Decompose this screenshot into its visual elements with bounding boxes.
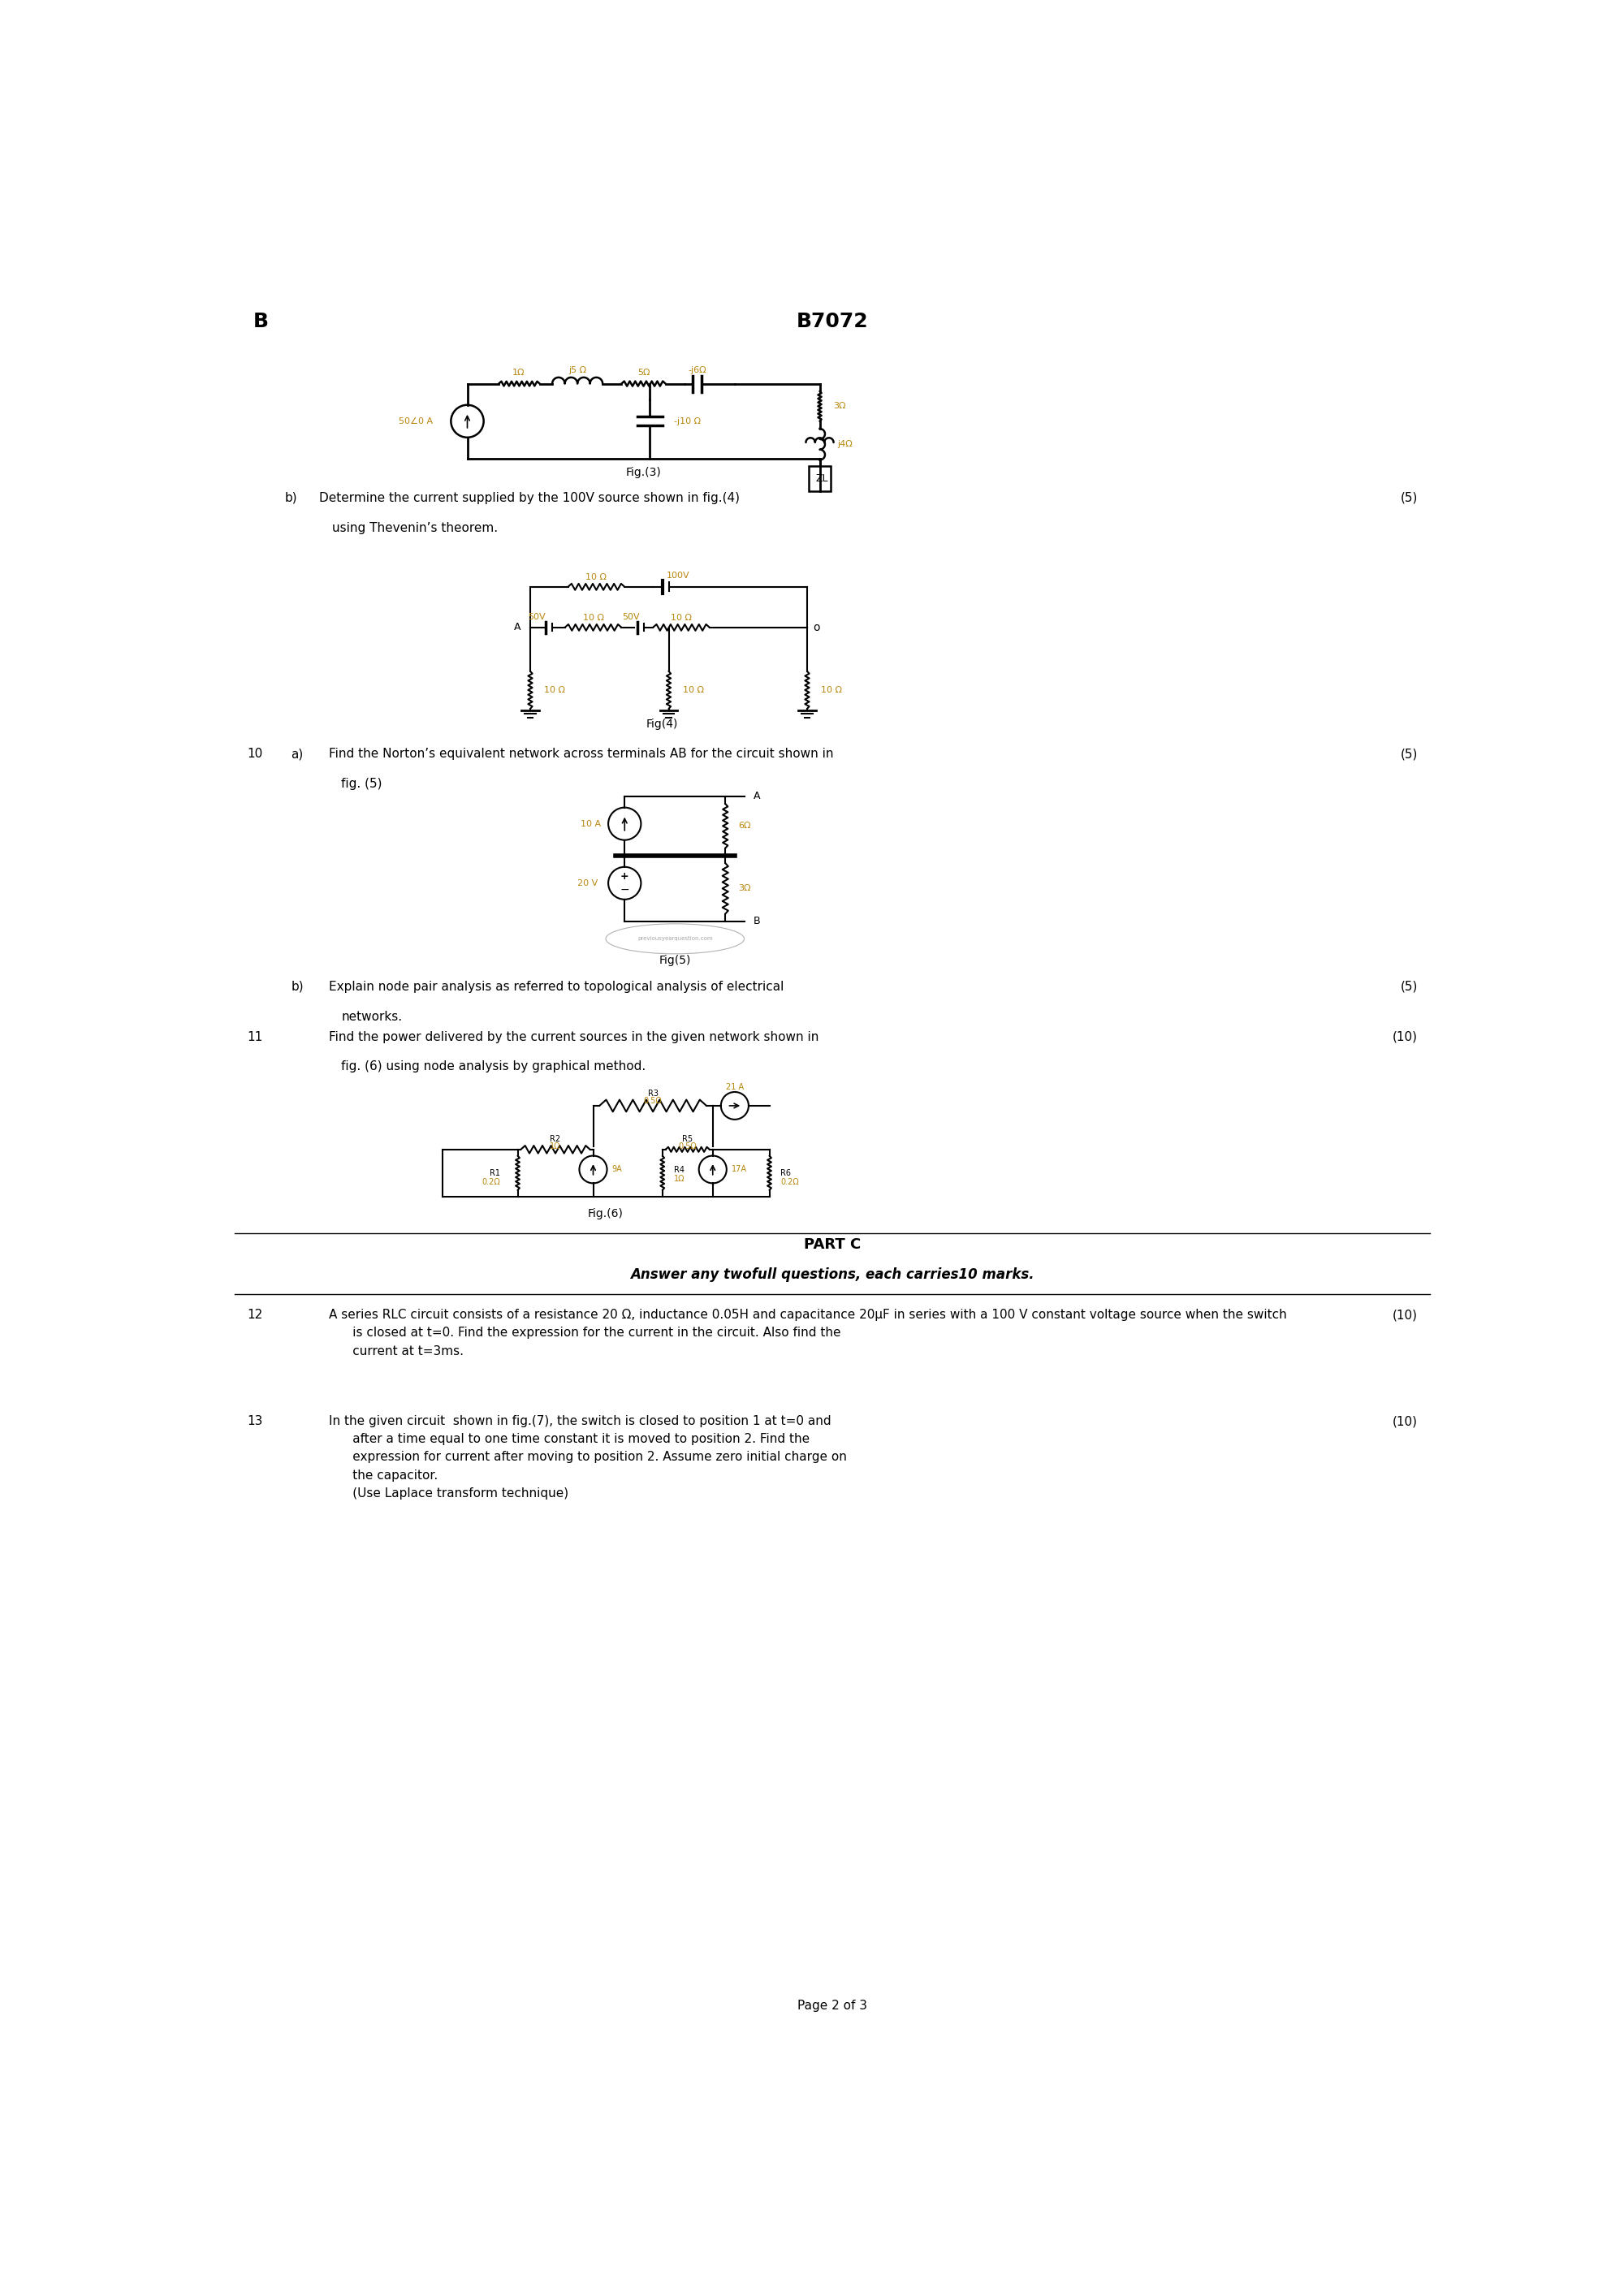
Text: 6Ω: 6Ω	[737, 822, 750, 831]
Text: In the given circuit  shown in fig.(7), the switch is closed to position 1 at t=: In the given circuit shown in fig.(7), t…	[328, 1414, 846, 1499]
Text: using Thevenin’s theorem.: using Thevenin’s theorem.	[331, 521, 497, 535]
Text: R6: R6	[781, 1169, 791, 1178]
Text: Find the Norton’s equivalent network across terminals AB for the circuit shown i: Find the Norton’s equivalent network acr…	[328, 748, 833, 760]
Text: -j10 Ω: -j10 Ω	[674, 418, 700, 425]
Text: 1Ω: 1Ω	[674, 1176, 685, 1182]
Text: 50V: 50V	[622, 613, 640, 620]
Text: 20 V: 20 V	[578, 879, 598, 886]
Text: 9A: 9A	[612, 1166, 622, 1173]
Text: (5): (5)	[1400, 748, 1418, 760]
Text: 1Ω: 1Ω	[513, 370, 525, 377]
Text: Answer any twofull questions, each carries10 marks.: Answer any twofull questions, each carri…	[630, 1267, 1034, 1281]
Text: j5 Ω: j5 Ω	[568, 365, 586, 374]
Text: Fig.(3): Fig.(3)	[625, 466, 661, 478]
Text: 10 Ω: 10 Ω	[583, 613, 604, 622]
Text: -j6Ω: -j6Ω	[689, 365, 706, 374]
Text: a): a)	[291, 748, 304, 760]
Text: Page 2 of 3: Page 2 of 3	[797, 2000, 867, 2011]
Text: R3: R3	[648, 1088, 658, 1097]
Text: 11: 11	[247, 1031, 263, 1042]
Text: 0.2Ω: 0.2Ω	[482, 1178, 500, 1187]
Text: R2: R2	[551, 1134, 560, 1143]
Text: 21 A: 21 A	[726, 1084, 744, 1091]
Text: 10: 10	[247, 748, 263, 760]
Text: 50∠0 A: 50∠0 A	[398, 418, 432, 425]
Text: previousyearquestion.com: previousyearquestion.com	[637, 937, 713, 941]
Text: o: o	[814, 622, 820, 634]
Text: Determine the current supplied by the 100V source shown in fig.(4): Determine the current supplied by the 10…	[320, 491, 741, 505]
Text: B: B	[754, 916, 760, 928]
Text: (5): (5)	[1400, 491, 1418, 505]
Text: R1: R1	[489, 1169, 500, 1178]
Text: R4: R4	[674, 1166, 684, 1173]
Text: +: +	[620, 870, 628, 882]
Text: A: A	[754, 792, 760, 801]
Text: j4Ω: j4Ω	[838, 441, 853, 448]
Text: 10 Ω: 10 Ω	[822, 687, 843, 693]
Text: Find the power delivered by the current sources in the given network shown in: Find the power delivered by the current …	[328, 1031, 818, 1042]
Text: 17A: 17A	[731, 1166, 747, 1173]
Text: 10 Ω: 10 Ω	[586, 572, 607, 581]
Text: 0.5Ω: 0.5Ω	[643, 1097, 663, 1104]
Text: b): b)	[291, 980, 304, 992]
Text: networks.: networks.	[341, 1010, 403, 1024]
Text: (10): (10)	[1392, 1031, 1418, 1042]
Text: 13: 13	[247, 1414, 263, 1428]
Text: 1Ω: 1Ω	[551, 1143, 560, 1150]
Text: 3Ω: 3Ω	[737, 884, 750, 893]
Text: A: A	[513, 622, 521, 634]
Text: 10 A: 10 A	[580, 820, 601, 829]
Text: b): b)	[284, 491, 297, 505]
Text: ZL: ZL	[815, 473, 828, 484]
Text: (10): (10)	[1392, 1414, 1418, 1428]
Text: B7072: B7072	[796, 312, 869, 331]
Text: 0.5Ω: 0.5Ω	[679, 1143, 697, 1150]
Text: PART C: PART C	[804, 1238, 861, 1251]
Text: 0.2Ω: 0.2Ω	[781, 1178, 799, 1187]
Text: 3Ω: 3Ω	[833, 402, 846, 411]
Text: R5: R5	[682, 1134, 693, 1143]
Text: Fig(5): Fig(5)	[659, 955, 690, 967]
Text: fig. (6) using node analysis by graphical method.: fig. (6) using node analysis by graphica…	[341, 1061, 646, 1072]
Text: fig. (5): fig. (5)	[341, 778, 383, 790]
Text: 100V: 100V	[666, 572, 690, 579]
Text: 50V: 50V	[528, 613, 546, 620]
Text: Explain node pair analysis as referred to topological analysis of electrical: Explain node pair analysis as referred t…	[328, 980, 784, 992]
Text: 10 Ω: 10 Ω	[671, 613, 692, 622]
Text: 12: 12	[247, 1309, 263, 1320]
Text: B: B	[253, 312, 270, 331]
Text: (5): (5)	[1400, 980, 1418, 992]
Text: −: −	[620, 884, 630, 895]
Bar	[809, 466, 831, 491]
Text: A series RLC circuit consists of a resistance 20 Ω, inductance 0.05H and capacit: A series RLC circuit consists of a resis…	[328, 1309, 1286, 1357]
Text: 5Ω: 5Ω	[637, 370, 650, 377]
Text: 10 Ω: 10 Ω	[544, 687, 565, 693]
Text: Fig.(6): Fig.(6)	[588, 1208, 624, 1219]
Text: Fig(4): Fig(4)	[646, 719, 679, 730]
Text: (10): (10)	[1392, 1309, 1418, 1320]
Text: 10 Ω: 10 Ω	[682, 687, 703, 693]
